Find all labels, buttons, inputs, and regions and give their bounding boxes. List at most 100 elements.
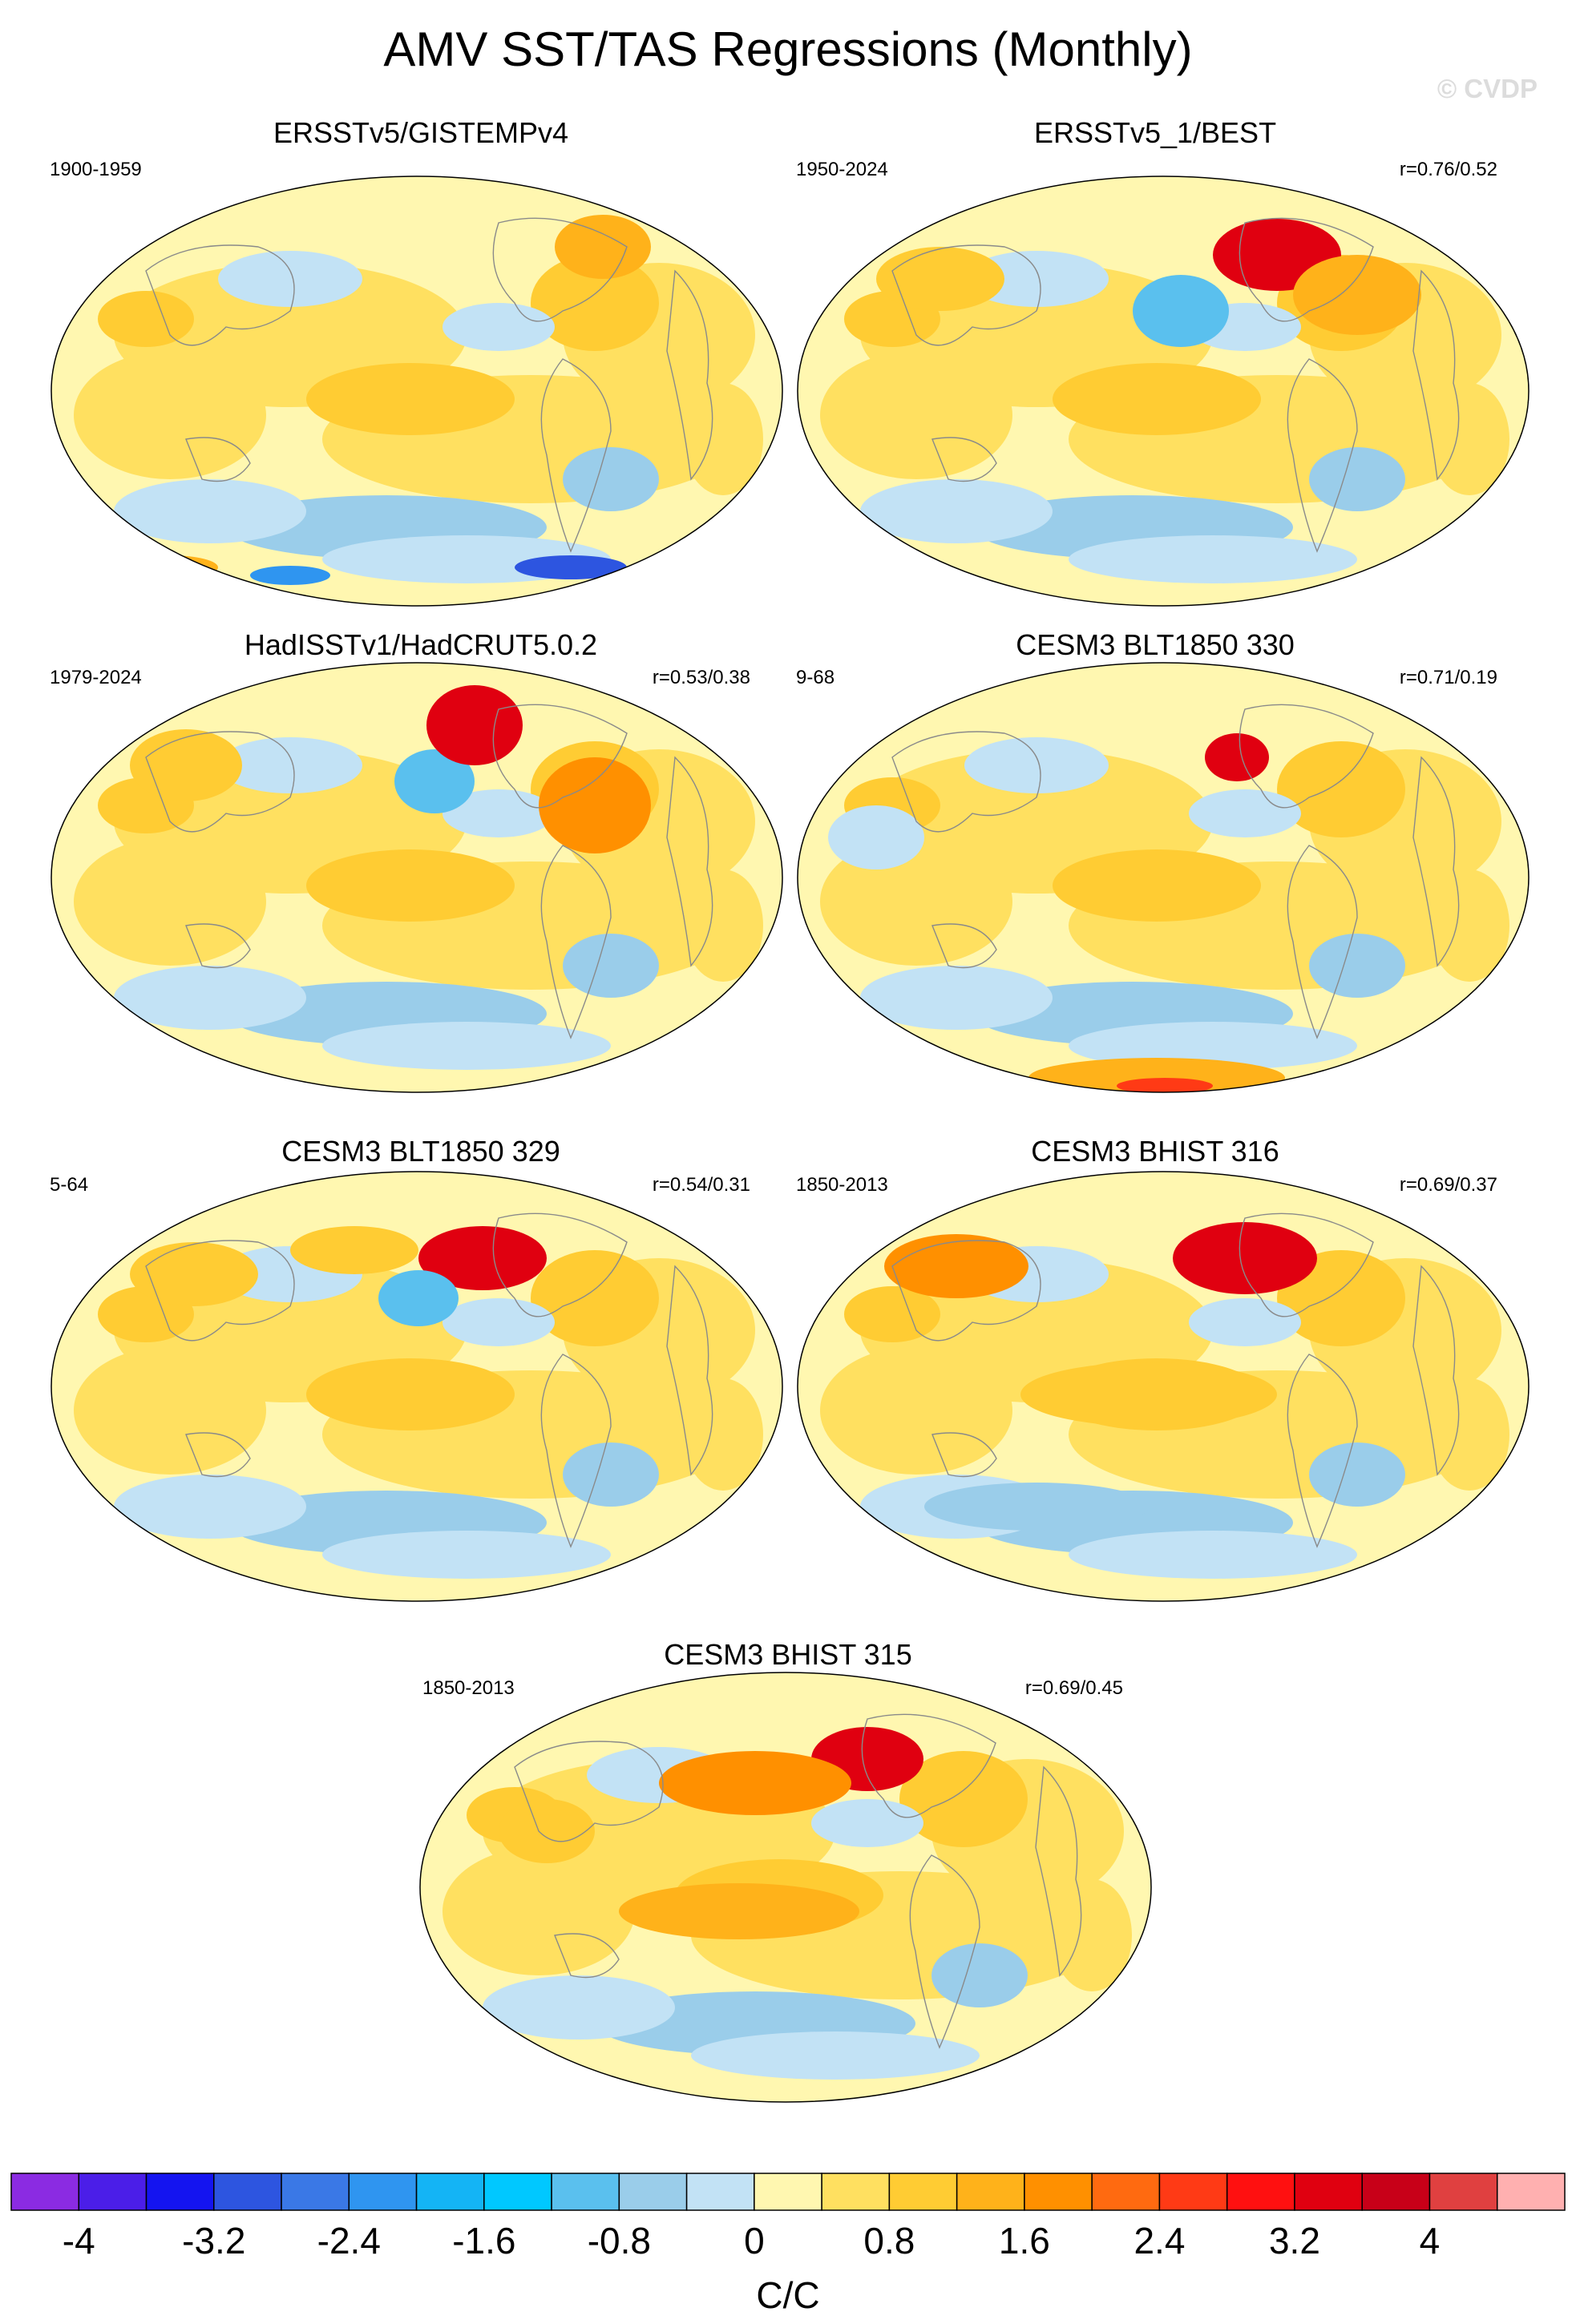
map-anomaly-region bbox=[1277, 741, 1405, 837]
panel-title: CESM3 BHIST 316 bbox=[1031, 1135, 1279, 1168]
colorbar-swatch bbox=[1429, 2173, 1498, 2211]
map-anomaly-region bbox=[1052, 1879, 1132, 1991]
map-anomaly-region bbox=[884, 1234, 1028, 1298]
map-anomaly-region bbox=[1069, 535, 1357, 583]
map-anomaly-region bbox=[218, 251, 362, 307]
map-anomaly-region bbox=[531, 1250, 659, 1346]
map-anomaly-region bbox=[860, 966, 1053, 1030]
map-anomaly-region bbox=[820, 837, 1012, 966]
map-anomaly-region bbox=[442, 789, 555, 837]
map-border bbox=[51, 176, 783, 607]
map-anomaly-region bbox=[828, 805, 924, 869]
map-anomaly-region bbox=[122, 555, 218, 579]
map-field bbox=[51, 1172, 782, 1601]
map-anomaly-region bbox=[1133, 275, 1229, 347]
map-anomaly-region bbox=[114, 966, 306, 1030]
regression-map bbox=[51, 1171, 783, 1602]
map-anomaly-region bbox=[322, 1531, 611, 1579]
map-anomaly-region bbox=[1020, 1362, 1277, 1426]
colorbar-swatch bbox=[1226, 2173, 1295, 2211]
map-anomaly-region bbox=[322, 1022, 611, 1070]
coastline bbox=[891, 1212, 1460, 1548]
colorbar-tick-label: 0.8 bbox=[863, 2220, 915, 2261]
colorbar-swatch bbox=[618, 2173, 688, 2211]
map-anomaly-region bbox=[683, 383, 763, 495]
map-anomaly-region bbox=[306, 849, 515, 922]
map-anomaly-region bbox=[98, 291, 194, 347]
map-field bbox=[798, 663, 1529, 1092]
colorbar-swatch bbox=[1496, 2173, 1566, 2211]
colorbar-tick-label: -0.8 bbox=[588, 2220, 651, 2261]
map-anomaly-region bbox=[811, 1799, 923, 1847]
map-border bbox=[797, 662, 1530, 1093]
map-anomaly-region bbox=[1309, 447, 1405, 511]
panel-period: 1900-1959 bbox=[50, 159, 142, 180]
map-anomaly-region bbox=[290, 1226, 418, 1274]
map-field bbox=[51, 663, 782, 1092]
panel-period: 1979-2024 bbox=[50, 667, 142, 688]
colorbar-swatch bbox=[1024, 2173, 1093, 2211]
colorbar-swatch bbox=[551, 2173, 620, 2211]
map-anomaly-region bbox=[563, 447, 659, 511]
panel-correlation: r=0.54/0.31 bbox=[652, 1174, 750, 1196]
map-anomaly-region bbox=[442, 303, 555, 351]
panel-correlation: r=0.76/0.52 bbox=[1399, 159, 1497, 180]
regression-map bbox=[797, 176, 1530, 607]
watermark: © CVDP bbox=[1437, 74, 1538, 103]
colorbar-tick-label: 0 bbox=[744, 2220, 765, 2261]
map-anomaly-region bbox=[1117, 1078, 1213, 1092]
map-anomaly-region bbox=[1293, 255, 1421, 335]
coastline bbox=[891, 704, 1460, 1039]
map-anomaly-region bbox=[1069, 1531, 1357, 1579]
colorbar-swatch bbox=[145, 2173, 215, 2211]
map-field bbox=[798, 1172, 1529, 1601]
map-anomaly-region bbox=[250, 566, 330, 585]
map-anomaly-region bbox=[74, 1346, 266, 1475]
map-border bbox=[797, 176, 1530, 607]
map-anomaly-region bbox=[931, 1943, 1028, 2007]
map-anomaly-region bbox=[1069, 1022, 1357, 1070]
panel-correlation: r=0.69/0.45 bbox=[1024, 1677, 1123, 1699]
panel-title: ERSSTv5_1/BEST bbox=[1033, 116, 1277, 149]
map-border bbox=[51, 1171, 783, 1602]
panel-title: CESM3 BHIST 315 bbox=[664, 1638, 912, 1671]
colorbar-swatch bbox=[888, 2173, 958, 2211]
colorbar-swatch bbox=[348, 2173, 418, 2211]
colorbar-swatch bbox=[78, 2173, 147, 2211]
map-anomaly-region bbox=[619, 1883, 859, 1939]
regression-map bbox=[797, 1171, 1530, 1602]
map-anomaly-region bbox=[74, 351, 266, 479]
colorbar-swatch bbox=[1091, 2173, 1161, 2211]
panel-period: 1950-2024 bbox=[796, 159, 888, 180]
colorbar-tick-label: 4 bbox=[1420, 2220, 1441, 2261]
map-anomaly-region bbox=[1053, 849, 1261, 922]
colorbar-tick-label: 1.6 bbox=[999, 2220, 1050, 2261]
colorbar-swatch bbox=[821, 2173, 891, 2211]
panel-period: 5-64 bbox=[50, 1174, 89, 1196]
panel-period: 1850-2013 bbox=[796, 1174, 888, 1196]
map-border bbox=[51, 662, 783, 1093]
panel-period: 9-68 bbox=[796, 667, 835, 688]
map-anomaly-region bbox=[130, 729, 242, 801]
coastline bbox=[891, 217, 1460, 553]
colorbar-units: C/C bbox=[756, 2274, 819, 2316]
map-border bbox=[797, 1171, 1530, 1602]
map-anomaly-region bbox=[964, 251, 1109, 307]
map-anomaly-region bbox=[130, 1242, 258, 1306]
map-anomaly-region bbox=[114, 1475, 306, 1539]
map-anomaly-region bbox=[378, 1270, 459, 1326]
map-anomaly-region bbox=[539, 757, 651, 853]
map-anomaly-region bbox=[1429, 869, 1509, 982]
map-anomaly-region bbox=[515, 555, 627, 579]
map-anomaly-region bbox=[418, 1226, 547, 1290]
coastline bbox=[514, 1713, 1082, 2049]
colorbar: -4 -3.2 -2.4 -1.6 -0.8 0 0.8 1.6 2.4 3.2 4 C/C bbox=[10, 2173, 1566, 2316]
map-anomaly-region bbox=[691, 2031, 980, 2080]
panel-period: 1850-2013 bbox=[422, 1677, 515, 1699]
panel-correlation: r=0.53/0.38 bbox=[652, 667, 750, 688]
colorbar-tick-label: -4 bbox=[63, 2220, 95, 2261]
map-anomaly-region bbox=[555, 215, 651, 279]
map-anomaly-region bbox=[1173, 1222, 1317, 1294]
colorbar-tick-label: -2.4 bbox=[317, 2220, 381, 2261]
colorbar-swatch bbox=[213, 2173, 282, 2211]
